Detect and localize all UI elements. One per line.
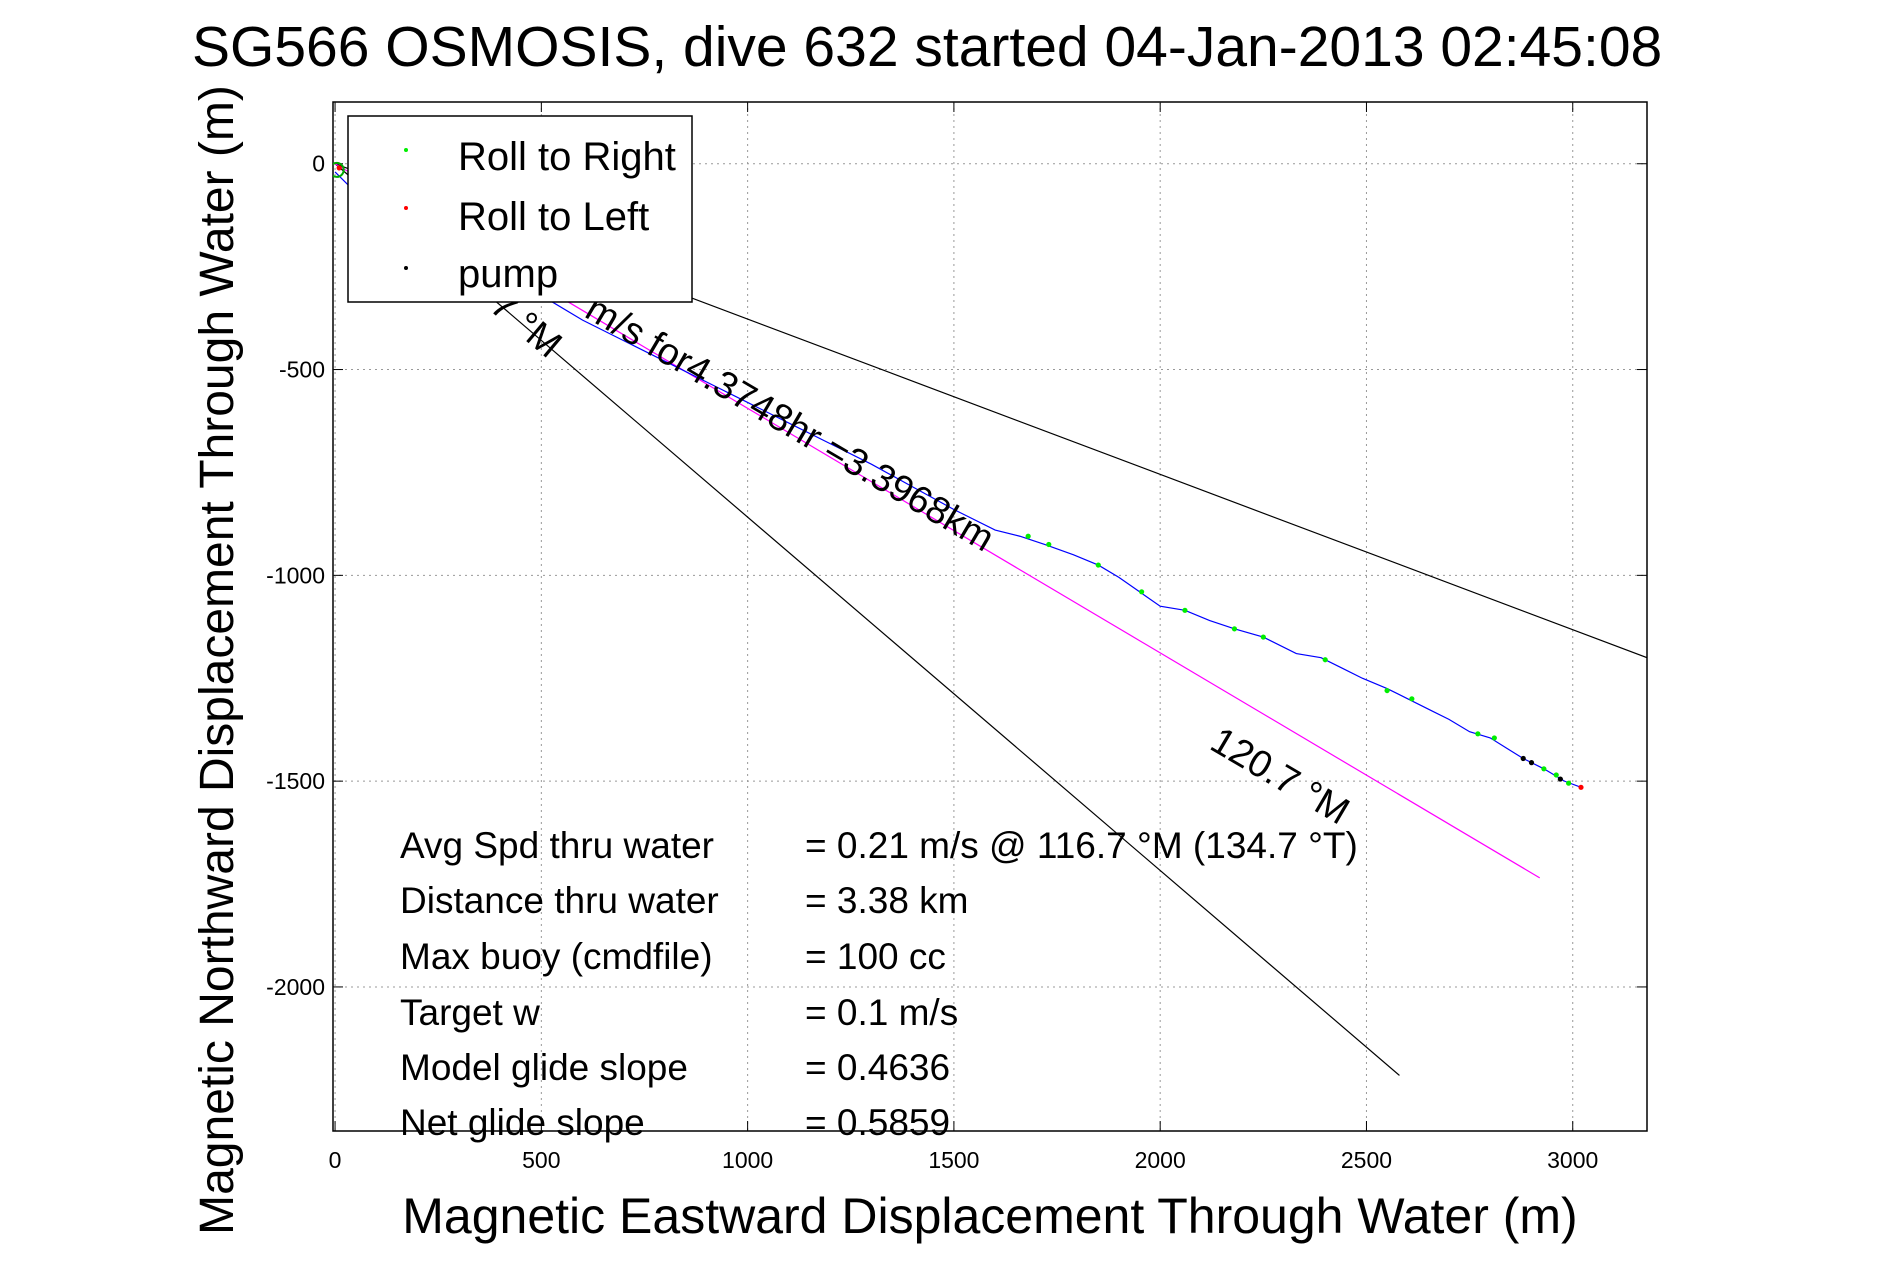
chart-title: SG566 OSMOSIS, dive 632 started 04-Jan-2… bbox=[192, 15, 1662, 79]
stat-value: = 3.38 km bbox=[805, 880, 969, 921]
stat-value: = 0.1 m/s bbox=[805, 992, 958, 1033]
pump-point bbox=[1520, 755, 1526, 762]
ticks: 0 500 1000 1500 2000 2500 3000 0 -500 -1000 -1500 -… bbox=[266, 102, 1647, 1173]
pump-point bbox=[1557, 776, 1563, 782]
roll-right-point bbox=[1046, 541, 1052, 548]
reference-line bbox=[334, 163, 1400, 1076]
roll-right-point bbox=[1322, 657, 1328, 663]
stat-label: Distance thru water bbox=[400, 880, 719, 921]
stat-value: = 0.21 m/s @ 116.7 °M (134.7 °T) bbox=[805, 825, 1358, 866]
stat-label: Avg Spd thru water bbox=[400, 825, 714, 866]
y-tick-label: -2000 bbox=[266, 974, 325, 1000]
stat-value: = 0.4636 bbox=[805, 1047, 950, 1088]
pump-point bbox=[1528, 760, 1535, 766]
roll-right-point bbox=[1182, 607, 1188, 613]
legend-marker-pump bbox=[404, 266, 408, 270]
roll-right-point bbox=[1541, 766, 1547, 772]
start-marker bbox=[333, 161, 345, 178]
y-tick-label: 0 bbox=[312, 151, 325, 177]
roll-left-point bbox=[1578, 784, 1584, 790]
y-tick-label: -500 bbox=[279, 357, 325, 383]
x-tick-label: 2000 bbox=[1135, 1147, 1186, 1173]
track-line bbox=[334, 171, 1582, 788]
roll-right-point bbox=[1139, 589, 1145, 595]
roll-right-point bbox=[1491, 735, 1497, 741]
x-tick-label: 3000 bbox=[1547, 1147, 1598, 1173]
roll-right-point bbox=[1384, 687, 1390, 694]
stat-label: Max buoy (cmdfile) bbox=[400, 936, 713, 977]
roll-right-point bbox=[1260, 634, 1266, 640]
stat-label: Target w bbox=[400, 992, 540, 1033]
y-tick-label: -1000 bbox=[266, 562, 325, 588]
stats-block: Avg Spd thru water = 0.21 m/s @ 116.7 °M… bbox=[400, 825, 1358, 1143]
y-axis-label: Magnetic Northward Displacement Through … bbox=[191, 85, 244, 1235]
roll-right-point bbox=[1553, 772, 1559, 778]
x-tick-label: 2500 bbox=[1341, 1147, 1392, 1173]
roll-right-point bbox=[1409, 696, 1415, 702]
roll-right-point bbox=[1475, 731, 1481, 737]
x-tick-label: 1000 bbox=[722, 1147, 773, 1173]
legend-marker-roll-left bbox=[404, 206, 408, 210]
x-tick-label: 500 bbox=[522, 1147, 560, 1173]
roll-right-point bbox=[1095, 562, 1101, 568]
y-tick-label: -1500 bbox=[266, 768, 325, 794]
stat-label: Model glide slope bbox=[400, 1047, 688, 1088]
stat-value: = 100 cc bbox=[805, 936, 946, 977]
legend: Roll to Right Roll to Left pump bbox=[347, 115, 693, 303]
legend-label-roll-right: Roll to Right bbox=[458, 135, 676, 179]
roll-right-point bbox=[1566, 780, 1572, 786]
x-tick-label: 0 bbox=[329, 1147, 342, 1173]
roll-right-point bbox=[1025, 533, 1031, 539]
stat-value: = 0.5859 bbox=[805, 1102, 950, 1143]
legend-marker-roll-right bbox=[404, 148, 408, 152]
roll-left-point bbox=[336, 165, 342, 171]
stat-label: Net glide slope bbox=[400, 1102, 645, 1143]
x-axis-label: Magnetic Eastward Displacement Through W… bbox=[402, 1188, 1577, 1244]
roll-right-point bbox=[1231, 626, 1238, 632]
x-tick-label: 1500 bbox=[928, 1147, 979, 1173]
legend-label-roll-left: Roll to Left bbox=[458, 195, 649, 239]
legend-label-pump: pump bbox=[458, 252, 558, 296]
